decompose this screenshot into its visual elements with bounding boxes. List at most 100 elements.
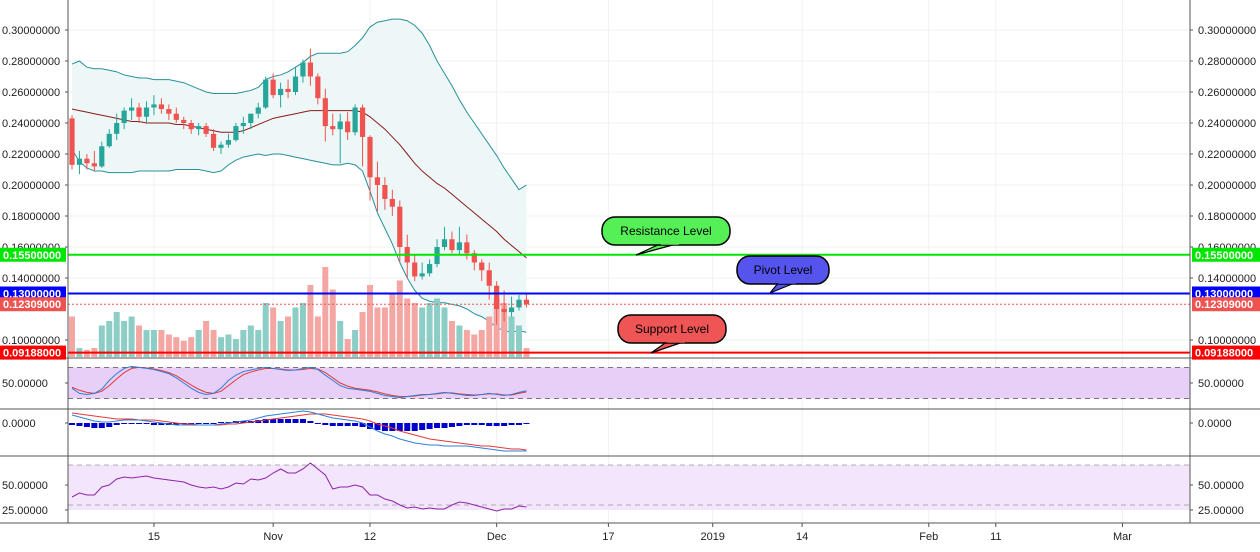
macd-hist-bar bbox=[121, 423, 128, 424]
stoch-y-tick: 50.00000 bbox=[2, 378, 48, 390]
volume-bar bbox=[106, 321, 113, 357]
macd-y-tick: 0.0000 bbox=[1198, 418, 1232, 430]
macd-hist-bar bbox=[136, 423, 143, 424]
x-tick-label: 2019 bbox=[700, 531, 724, 543]
volume-bar bbox=[188, 337, 195, 357]
macd-hist-bar bbox=[381, 423, 388, 431]
volume-bar bbox=[374, 307, 381, 357]
candle-body bbox=[382, 185, 388, 199]
macd-line bbox=[71, 410, 527, 452]
volume-bar bbox=[173, 337, 180, 357]
candle-body bbox=[374, 177, 381, 185]
macd-hist-bar bbox=[329, 423, 336, 426]
volume-bar bbox=[218, 337, 224, 357]
volume-bar bbox=[255, 330, 262, 357]
volume-bars bbox=[69, 267, 530, 357]
macd-hist-bar bbox=[448, 423, 455, 427]
macd-hist-bar bbox=[150, 423, 157, 425]
x-tick-label: Feb bbox=[919, 531, 938, 543]
candle-body bbox=[315, 76, 321, 99]
candle-body bbox=[263, 79, 269, 108]
volume-bar bbox=[270, 307, 277, 357]
macd-hist-bar bbox=[299, 419, 306, 423]
volume-bar bbox=[344, 339, 351, 357]
volume-bar bbox=[180, 340, 187, 357]
macd-hist-bar bbox=[106, 423, 113, 427]
volume-bar bbox=[434, 298, 441, 357]
macd-y-tick: 0.0000 bbox=[2, 418, 36, 430]
macd-hist-bar bbox=[396, 423, 403, 431]
volume-bar bbox=[359, 312, 366, 357]
macd-hist-bar bbox=[493, 423, 500, 426]
candle-body bbox=[419, 273, 425, 277]
volume-bar bbox=[247, 325, 254, 357]
candle-body bbox=[307, 62, 313, 77]
macd-hist-bar bbox=[277, 419, 284, 423]
main-y-tick: 0.14000000 bbox=[2, 273, 60, 285]
candle-body bbox=[337, 121, 343, 130]
resistance-callout-bubble bbox=[601, 216, 731, 246]
rsi-y-tick: 25.00000 bbox=[2, 505, 48, 517]
main-y-tick: 0.14000000 bbox=[1198, 273, 1256, 285]
candle-body bbox=[255, 107, 261, 114]
macd-indicator bbox=[69, 410, 530, 452]
volume-bar bbox=[471, 334, 478, 357]
volume-bar bbox=[396, 280, 403, 357]
candle-body bbox=[330, 126, 336, 130]
macd-signal-line bbox=[71, 412, 527, 451]
macd-hist-bar bbox=[426, 423, 433, 429]
volume-bar bbox=[262, 303, 269, 357]
volume-bar bbox=[150, 330, 157, 357]
main-y-tick: 0.28000000 bbox=[2, 56, 60, 68]
macd-hist-bar bbox=[471, 423, 478, 425]
rsi-y-tick: 50.00000 bbox=[1198, 480, 1244, 492]
last-price-badge-label: 0.12309000 bbox=[1195, 299, 1253, 311]
candle-body bbox=[516, 299, 522, 308]
stoch-band bbox=[68, 367, 1190, 399]
macd-hist-bar bbox=[367, 423, 373, 429]
resistance-badge-label: 0.15500000 bbox=[1195, 250, 1253, 262]
candle-body bbox=[225, 140, 232, 145]
macd-hist-bar bbox=[218, 422, 224, 423]
volume-bar bbox=[508, 316, 515, 357]
stoch-k-line bbox=[71, 365, 527, 399]
candle-body bbox=[508, 307, 515, 313]
volume-bar bbox=[121, 321, 128, 357]
volume-bar bbox=[329, 289, 336, 357]
candle-body bbox=[210, 133, 217, 148]
macd-hist-bar bbox=[270, 419, 277, 423]
candle-body bbox=[292, 76, 299, 92]
bb-fill bbox=[72, 19, 527, 333]
main-y-tick: 0.24000000 bbox=[2, 118, 60, 130]
x-tick-label: 15 bbox=[148, 531, 160, 543]
volume-bar bbox=[225, 334, 232, 357]
grid-lines bbox=[68, 0, 1190, 523]
volume-bar bbox=[210, 330, 217, 357]
macd-hist-bar bbox=[128, 423, 135, 424]
candle-body bbox=[397, 206, 403, 247]
macd-hist-bar bbox=[307, 421, 314, 423]
pivot-badge bbox=[1192, 286, 1260, 301]
volume-bar bbox=[352, 330, 359, 357]
resistance-callout-label: Resistance Level bbox=[620, 224, 711, 238]
support-callout-bubble bbox=[617, 314, 727, 344]
main-y-tick: 0.24000000 bbox=[1198, 118, 1256, 130]
macd-hist-bar bbox=[69, 423, 75, 425]
macd-hist-bar bbox=[523, 423, 530, 424]
x-tick-label: 11 bbox=[990, 531, 1001, 543]
macd-hist-bar bbox=[508, 423, 515, 425]
price-levels bbox=[68, 253, 1190, 354]
volume-bar bbox=[478, 330, 485, 357]
macd-hist-bar bbox=[411, 423, 418, 431]
macd-hist-bar bbox=[195, 423, 202, 424]
support-badge-label: 0.09188000 bbox=[3, 348, 61, 360]
volume-bar bbox=[381, 307, 388, 357]
candle-body bbox=[248, 113, 254, 123]
macd-hist-bar bbox=[173, 423, 180, 425]
volume-bar bbox=[419, 307, 426, 357]
candle-body bbox=[106, 133, 112, 147]
support-badge bbox=[0, 345, 66, 360]
